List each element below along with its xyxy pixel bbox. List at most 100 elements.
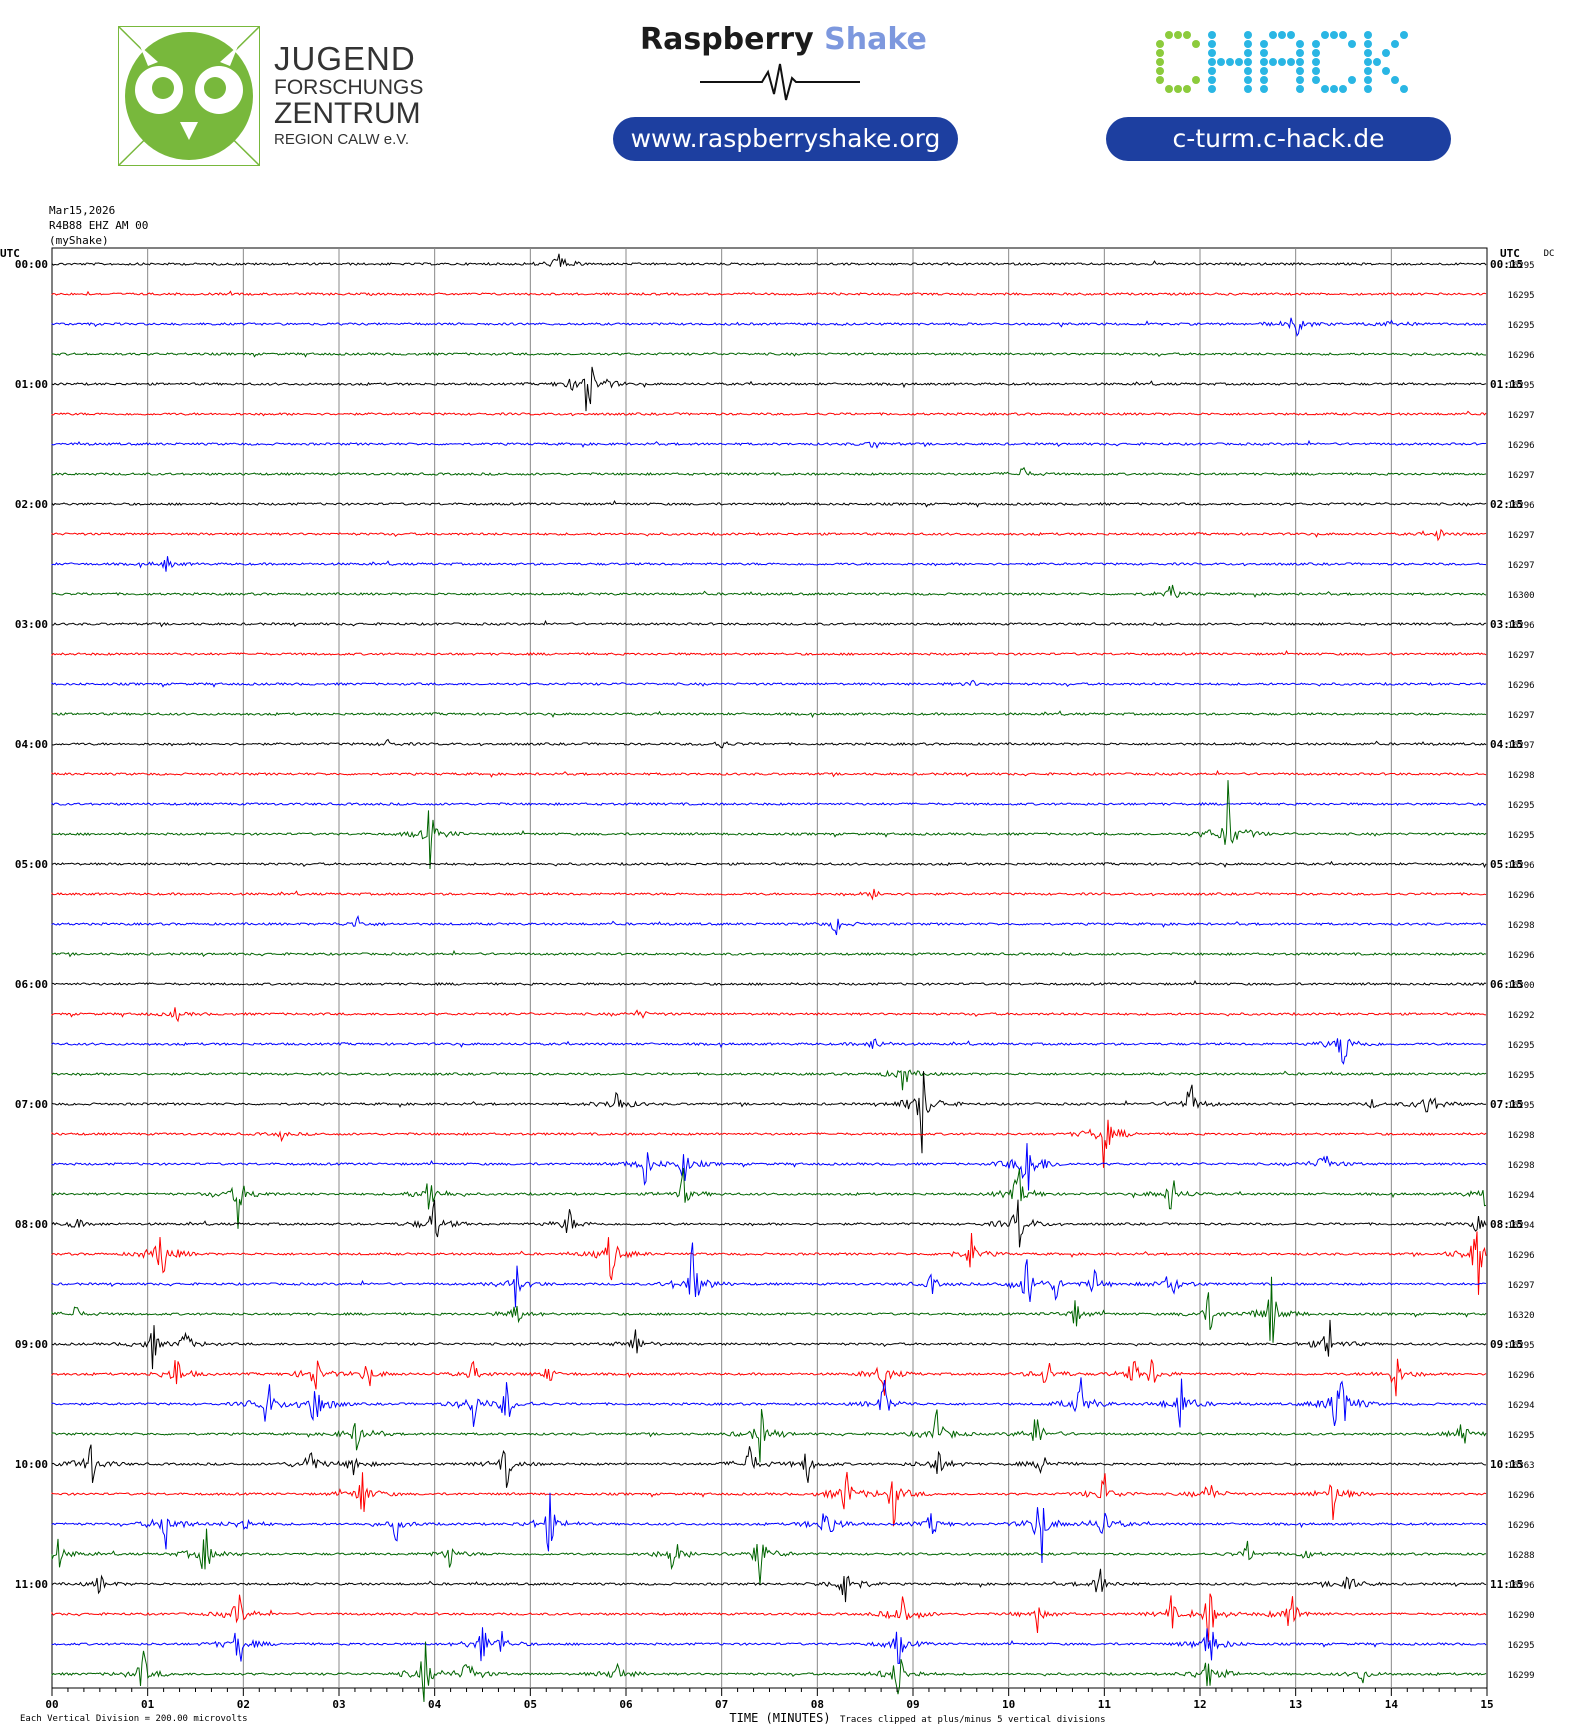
trace-line [51,1167,1487,1229]
dc-value: 16295 [1507,801,1534,811]
chack-logo-dot [1260,49,1268,57]
dc-value: 16288 [1507,1551,1534,1561]
trace-line [51,556,1487,572]
chack-logo-dot [1183,85,1191,93]
trace-line [51,860,1487,869]
trace-line [51,1528,1487,1585]
station-code: R4B88 EHZ AM 00 [49,219,149,232]
chack-logo-dot [1235,58,1243,66]
dc-value: 16297 [1507,1281,1534,1291]
chack-logo-dot [1208,67,1216,75]
dc-value: 16297 [1507,411,1534,421]
chack-logo-dot [1364,85,1372,93]
left-hour-label: 03:00 [15,618,48,631]
left-hour-label: 10:00 [15,1458,48,1471]
dc-value: 16296 [1507,1521,1534,1531]
chack-logo-dot [1183,31,1191,39]
chack-logo-dot [1339,31,1347,39]
network-name: (myShake) [49,234,109,247]
trace-line [51,802,1487,806]
chack-logo-dot [1269,58,1277,66]
jfz-line-4: REGION CALW e.V. [274,131,410,148]
trace-line [51,619,1487,628]
left-axis-title: UTC [0,247,20,260]
dc-value: 16297 [1507,711,1534,721]
chack-logo-dot [1165,85,1173,93]
chack-logo-dot [1364,31,1372,39]
left-hour-label: 00:00 [15,258,48,271]
left-hour-label: 07:00 [15,1098,48,1111]
left-hour-label: 09:00 [15,1338,48,1351]
chack-logo-dot [1287,58,1295,66]
trace-line [51,980,1487,986]
dc-value: 16296 [1507,621,1534,631]
owl-logo-icon [118,26,260,166]
chack-logo-dot [1156,40,1164,48]
trace-line [51,1231,1487,1295]
dc-value: 16295 [1507,1431,1534,1441]
chack-logo-dot [1364,40,1372,48]
chack-logo-dot [1312,76,1320,84]
chack-logo-dot [1339,85,1347,93]
chack-logo-dot [1208,40,1216,48]
raspberry-shake-title: Raspberry Shake [640,22,927,57]
chack-logo-dot [1244,76,1252,84]
dc-value: 16295 [1507,1641,1534,1651]
trace-line [51,949,1487,958]
jfz-name: JUGEND FORSCHUNGS ZENTRUM REGION CALW e.… [274,42,423,147]
trace-line [51,915,1487,936]
x-tick-label: 11 [1098,1698,1112,1711]
trace-line [51,351,1486,358]
chack-logo-dot [1244,40,1252,48]
trace-line [51,1444,1486,1488]
chack-logo-dot [1260,58,1268,66]
dc-value: 16320 [1507,1311,1534,1321]
dc-value: 16295 [1507,1101,1534,1111]
dc-value: 16363 [1507,1461,1534,1471]
left-hour-label: 11:00 [15,1578,48,1591]
dc-value: 16296 [1507,501,1534,511]
chack-logo-dot [1400,31,1408,39]
chack-logo-dot [1192,76,1200,84]
chack-logo-dot [1192,40,1200,48]
trace-line [51,1568,1487,1603]
jfz-line-2: FORSCHUNGS [274,76,424,99]
right-axis-title: UTC [1500,247,1520,260]
chack-logo-dot [1321,85,1329,93]
chack-logo-dot [1296,40,1304,48]
raspberryshake-link[interactable]: www.raspberryshake.org [613,117,958,161]
trace-line [51,650,1487,657]
record-date: Mar15,2026 [49,204,116,217]
chack-logo-dot [1348,76,1356,84]
x-tick-label: 06 [619,1698,633,1711]
chack-logo-dot [1208,85,1216,93]
trace-line [51,1492,1487,1564]
trace-line [51,1641,1487,1702]
trace-line [51,1007,1487,1023]
header: JUGEND FORSCHUNGS ZENTRUM REGION CALW e.… [0,0,1570,200]
chack-logo-dot [1278,31,1286,39]
x-tick-label: 04 [428,1698,442,1711]
dc-value: 16296 [1507,1491,1534,1501]
chack-logo-dot [1260,40,1268,48]
dc-value: 16298 [1507,921,1534,931]
trace-line [51,1319,1487,1370]
x-tick-label: 02 [237,1698,250,1711]
left-hour-label: 08:00 [15,1218,48,1231]
chack-logo-dot [1312,40,1320,48]
chack-logo-dot [1296,85,1304,93]
station-info: Mar15,2026 R4B88 EHZ AM 00 (myShake) [49,203,148,248]
scale-note: Each Vertical Division = 200.00 microvol… [20,1714,248,1724]
x-tick-label: 13 [1289,1698,1302,1711]
dc-value: 16300 [1507,981,1534,991]
trace-line [51,290,1487,296]
chack-logo-dot [1382,49,1390,57]
chack-logo-dot [1156,49,1164,57]
right-hour-label: 01:15 [1490,378,1523,391]
trace-line [51,1627,1487,1664]
dc-value: 16295 [1507,381,1534,391]
seismic-wave-icon [700,63,860,101]
trace-line [51,439,1487,449]
chack-link[interactable]: c-turm.c-hack.de [1106,117,1451,161]
dc-value: 16296 [1507,1371,1534,1381]
